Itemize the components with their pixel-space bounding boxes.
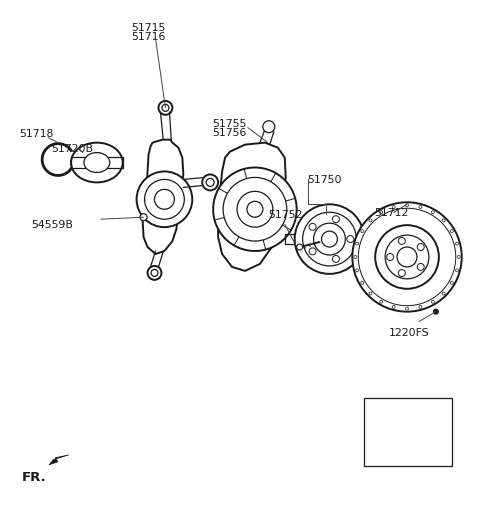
Circle shape [398, 238, 405, 245]
Polygon shape [49, 455, 69, 465]
Text: 54559B: 54559B [31, 220, 73, 230]
Circle shape [297, 244, 302, 250]
Circle shape [432, 211, 434, 214]
Text: 51718: 51718 [19, 128, 54, 138]
Text: 51752: 51752 [268, 210, 302, 220]
Circle shape [263, 122, 275, 133]
Circle shape [419, 306, 422, 309]
Circle shape [450, 282, 453, 285]
Ellipse shape [84, 154, 110, 173]
Text: 1326GB: 1326GB [386, 406, 430, 415]
Circle shape [333, 216, 339, 223]
Circle shape [361, 230, 364, 233]
Circle shape [380, 300, 383, 304]
Circle shape [450, 230, 453, 233]
Polygon shape [143, 140, 183, 255]
Circle shape [137, 172, 192, 228]
Text: FR.: FR. [21, 470, 46, 483]
Circle shape [333, 256, 339, 263]
Circle shape [442, 292, 445, 295]
Circle shape [356, 242, 359, 245]
Text: 51720B: 51720B [51, 143, 93, 154]
Circle shape [417, 244, 424, 251]
Circle shape [147, 267, 161, 280]
Ellipse shape [71, 143, 123, 183]
Circle shape [369, 292, 372, 295]
Circle shape [457, 256, 460, 259]
Circle shape [213, 168, 297, 251]
Circle shape [392, 306, 395, 309]
Circle shape [309, 248, 316, 256]
Circle shape [356, 269, 359, 272]
Circle shape [392, 206, 395, 209]
Circle shape [456, 269, 458, 272]
Circle shape [352, 203, 462, 312]
Circle shape [202, 175, 218, 191]
Circle shape [347, 236, 354, 243]
Text: 51716: 51716 [132, 32, 166, 42]
Circle shape [417, 264, 424, 271]
Text: 51756: 51756 [212, 127, 247, 137]
Circle shape [432, 300, 434, 304]
Circle shape [406, 308, 408, 311]
Circle shape [419, 206, 422, 209]
Circle shape [406, 205, 408, 208]
Circle shape [387, 254, 394, 261]
Circle shape [380, 211, 383, 214]
Circle shape [295, 205, 364, 274]
Text: 51755: 51755 [212, 119, 247, 129]
Circle shape [354, 256, 357, 259]
Polygon shape [218, 143, 286, 271]
Text: 1220FS: 1220FS [389, 327, 430, 337]
Text: 51750: 51750 [308, 175, 342, 185]
Text: 51712: 51712 [374, 208, 408, 218]
Circle shape [140, 214, 147, 221]
Circle shape [442, 220, 445, 223]
Circle shape [433, 310, 438, 315]
Circle shape [309, 224, 316, 231]
Circle shape [361, 282, 364, 285]
Circle shape [369, 220, 372, 223]
Circle shape [456, 242, 458, 245]
Text: 51715: 51715 [132, 23, 166, 33]
Bar [364, 398, 452, 466]
Circle shape [398, 270, 405, 277]
